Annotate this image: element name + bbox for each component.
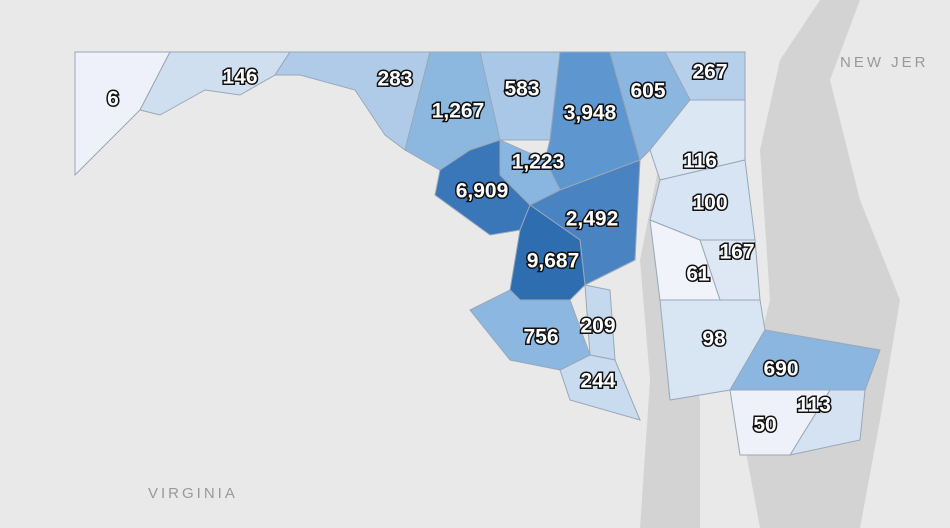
county-label: 100 [692, 192, 727, 215]
county-label: 605 [630, 80, 665, 103]
county-label: 61 [686, 263, 710, 286]
counties [74, 51, 881, 456]
county-label: 9,687 [527, 250, 580, 273]
county [559, 354, 641, 421]
county-label: 690 [763, 358, 798, 381]
county-label: 6,909 [456, 180, 509, 203]
county-label: 244 [580, 370, 615, 393]
county-label: 146 [222, 66, 257, 89]
county-label: 583 [504, 78, 539, 101]
county-label: 167 [719, 241, 754, 264]
county-label: 1,267 [432, 100, 485, 123]
county-label: 113 [797, 394, 831, 417]
county-label: 1,223 [512, 151, 565, 174]
county [469, 289, 591, 371]
county-label: 209 [580, 315, 615, 338]
county [729, 389, 831, 456]
county-label: 2,492 [566, 208, 619, 231]
county-label: 756 [523, 326, 558, 349]
county-label: 3,948 [564, 102, 617, 125]
county-label: 50 [753, 414, 776, 437]
place-label: NEW JER [840, 54, 929, 71]
county-label: 283 [377, 68, 412, 91]
county-label: 267 [692, 61, 727, 84]
county-label: 116 [683, 150, 717, 173]
place-label: VIRGINIA [148, 485, 238, 502]
county-label: 98 [702, 328, 726, 351]
county-label: 6 [107, 88, 119, 111]
